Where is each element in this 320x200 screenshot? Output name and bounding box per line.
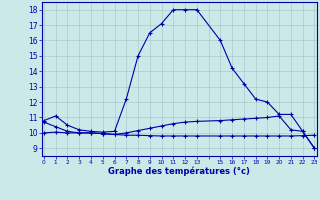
X-axis label: Graphe des températures (°c): Graphe des températures (°c)	[108, 167, 250, 176]
